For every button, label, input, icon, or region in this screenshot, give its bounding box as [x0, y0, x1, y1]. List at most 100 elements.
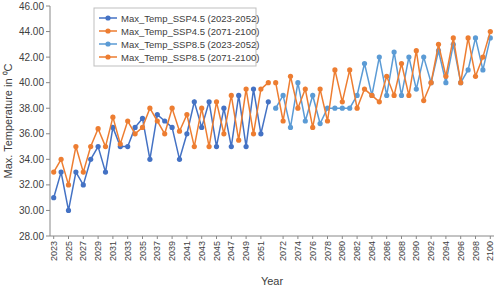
- x-tick: [431, 236, 432, 239]
- x-tick-label: 2023: [49, 241, 59, 261]
- x-tick-label: 2035: [138, 241, 148, 261]
- series-marker: [147, 106, 152, 111]
- legend-label: Max_Temp_SSP4.5 (2071-2100): [121, 26, 259, 37]
- series-marker: [162, 131, 167, 136]
- series-marker: [207, 99, 212, 104]
- series-marker: [110, 115, 115, 120]
- x-tick-label: 2043: [197, 241, 207, 261]
- series-marker: [458, 80, 463, 85]
- series-marker: [81, 182, 86, 187]
- series-marker: [414, 48, 419, 53]
- series-marker: [221, 106, 226, 111]
- series-marker: [244, 144, 249, 149]
- series-marker: [340, 99, 345, 104]
- series-marker: [303, 118, 308, 123]
- y-tick-label: 40.00: [19, 77, 44, 88]
- x-tick: [246, 236, 247, 239]
- series-marker: [362, 61, 367, 66]
- series-marker: [140, 125, 145, 130]
- series-marker: [392, 49, 397, 54]
- series-marker: [162, 118, 167, 123]
- x-tick-label: 2074: [293, 241, 303, 261]
- x-tick-label: 2094: [441, 241, 451, 261]
- series-marker: [443, 80, 448, 85]
- y-tick-label: 34.00: [19, 154, 44, 165]
- series-marker: [96, 126, 101, 131]
- x-tick: [127, 236, 128, 239]
- series-marker: [192, 144, 197, 149]
- series-marker: [66, 208, 71, 213]
- series-marker: [406, 93, 411, 98]
- series-marker: [295, 80, 300, 85]
- series-line: [54, 89, 269, 210]
- series-marker: [303, 86, 308, 91]
- series-marker: [266, 99, 271, 104]
- series-marker: [288, 125, 293, 130]
- x-tick-label: 2098: [471, 241, 481, 261]
- series-marker: [399, 61, 404, 66]
- x-tick-label: 2078: [323, 241, 333, 261]
- series-marker: [318, 86, 323, 91]
- x-tick: [312, 236, 313, 239]
- series-marker: [281, 93, 286, 98]
- x-tick: [357, 236, 358, 239]
- series-marker: [429, 80, 434, 85]
- x-tick-label: 2082: [352, 241, 362, 261]
- y-tick: [46, 108, 50, 109]
- series-marker: [73, 170, 78, 175]
- series-line: [276, 38, 491, 127]
- series-marker: [347, 67, 352, 72]
- x-tick-label: 2037: [152, 241, 162, 261]
- chart: 28.0030.0032.0034.0036.0038.0040.0042.00…: [0, 0, 500, 291]
- series-marker: [236, 93, 241, 98]
- x-tick: [68, 236, 69, 239]
- series-marker: [88, 144, 93, 149]
- x-tick: [475, 236, 476, 239]
- x-tick-label: 2039: [167, 241, 177, 261]
- x-tick-label: 2096: [456, 241, 466, 261]
- x-tick-label: 2051: [256, 241, 266, 261]
- series-marker: [384, 93, 389, 98]
- y-axis: [50, 6, 51, 236]
- x-tick: [283, 236, 284, 239]
- series-marker: [377, 99, 382, 104]
- series-marker: [244, 86, 249, 91]
- series-marker: [236, 138, 241, 143]
- series-marker: [421, 98, 426, 103]
- series-line: [54, 83, 269, 185]
- x-tick-label: 2072: [278, 241, 288, 261]
- series-marker: [480, 55, 485, 60]
- x-tick: [112, 236, 113, 239]
- legend-marker: [105, 54, 110, 59]
- x-axis-title: Year: [261, 275, 284, 287]
- series-marker: [199, 106, 204, 111]
- series-marker: [229, 93, 234, 98]
- series-marker: [295, 106, 300, 111]
- series-marker: [59, 170, 64, 175]
- x-tick: [142, 236, 143, 239]
- series-marker: [88, 157, 93, 162]
- series-marker: [355, 106, 360, 111]
- x-tick: [401, 236, 402, 239]
- series-marker: [266, 80, 271, 85]
- x-tick: [460, 236, 461, 239]
- series-marker: [458, 80, 463, 85]
- x-tick: [157, 236, 158, 239]
- series-marker: [473, 35, 478, 40]
- series-marker: [199, 125, 204, 130]
- series-marker: [384, 74, 389, 79]
- y-tick: [46, 82, 50, 83]
- x-tick-label: 2033: [123, 241, 133, 261]
- x-tick-label: 2027: [78, 241, 88, 261]
- series-marker: [451, 35, 456, 40]
- y-tick: [46, 6, 50, 7]
- y-tick: [46, 210, 50, 211]
- series-marker: [362, 86, 367, 91]
- legend-marker: [105, 41, 110, 46]
- y-tick-label: 38.00: [19, 103, 44, 114]
- series-marker: [147, 157, 152, 162]
- x-axis: [50, 236, 494, 237]
- y-tick: [46, 159, 50, 160]
- x-tick-label: 2076: [308, 241, 318, 261]
- series-marker: [466, 67, 471, 72]
